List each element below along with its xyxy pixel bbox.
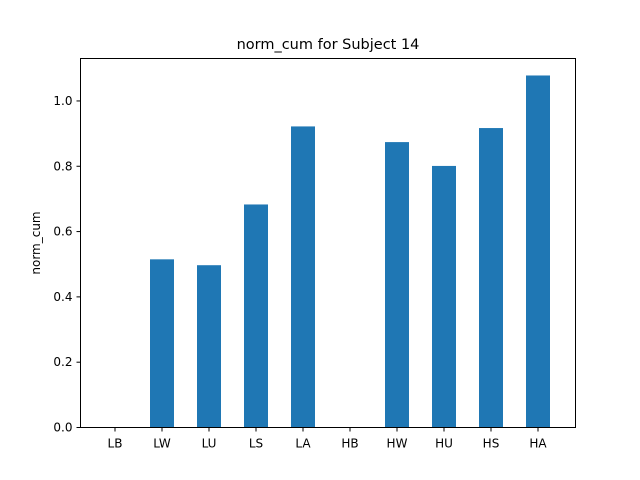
y-ticks-group: 0.0 0.2 0.4 0.6 0.8 1.0 bbox=[53, 94, 81, 435]
x-tick-label: HS bbox=[483, 437, 500, 451]
bar-lw bbox=[150, 259, 174, 428]
x-tick-label: LU bbox=[202, 437, 217, 451]
plot-area-frame bbox=[80, 58, 576, 428]
y-tick-label: 1.0 bbox=[53, 94, 72, 108]
bar-la bbox=[291, 126, 315, 428]
y-tick-label: 0.2 bbox=[53, 355, 72, 369]
x-tick-label: HW bbox=[387, 437, 408, 451]
x-ticks-group: LB LW LU LS LA HB HW HU HS HA bbox=[108, 427, 547, 451]
y-tick-label: 0.0 bbox=[53, 421, 72, 435]
x-tick-label: LB bbox=[108, 437, 123, 451]
x-tick-label: LS bbox=[249, 437, 263, 451]
bar-ls bbox=[244, 204, 268, 428]
x-tick-label: LW bbox=[153, 437, 171, 451]
bar-hs bbox=[479, 128, 503, 428]
x-tick-label: LA bbox=[295, 437, 311, 451]
bar-hw bbox=[385, 142, 409, 428]
y-tick-label: 0.6 bbox=[53, 225, 72, 239]
chart-title: norm_cum for Subject 14 bbox=[237, 37, 420, 53]
y-tick-label: 0.4 bbox=[53, 290, 72, 304]
bar-lu bbox=[197, 265, 221, 428]
bar-ha bbox=[526, 75, 550, 428]
y-tick-label: 0.8 bbox=[53, 159, 72, 173]
x-tick-label: HU bbox=[435, 437, 453, 451]
x-tick-label: HB bbox=[341, 437, 358, 451]
bars-group bbox=[150, 75, 550, 428]
y-axis-label: norm_cum bbox=[29, 211, 43, 274]
x-tick-label: HA bbox=[529, 437, 547, 451]
bar-hu bbox=[432, 165, 456, 428]
